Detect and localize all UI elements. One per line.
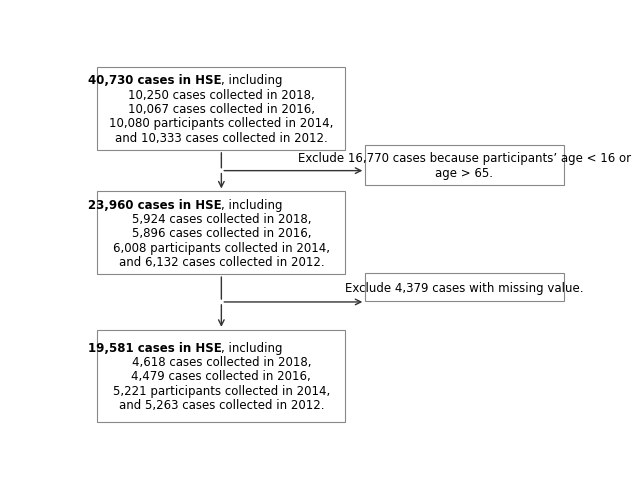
Text: 5,924 cases collected in 2018,: 5,924 cases collected in 2018, <box>132 212 311 225</box>
Text: 4,479 cases collected in 2016,: 4,479 cases collected in 2016, <box>131 369 311 383</box>
Text: , including: , including <box>221 341 283 354</box>
Text: Exclude 4,379 cases with missing value.: Exclude 4,379 cases with missing value. <box>345 281 584 294</box>
Bar <box>365 274 564 302</box>
Text: 5,896 cases collected in 2016,: 5,896 cases collected in 2016, <box>132 227 311 240</box>
Text: , including: , including <box>221 74 283 87</box>
Text: , including: , including <box>221 198 283 211</box>
Text: and 10,333 cases collected in 2012.: and 10,333 cases collected in 2012. <box>115 131 328 144</box>
Bar <box>97 330 346 422</box>
Text: Exclude 16,770 cases because participants’ age < 16 or: Exclude 16,770 cases because participant… <box>298 152 631 165</box>
Text: 6,008 participants collected in 2014,: 6,008 participants collected in 2014, <box>113 241 330 254</box>
Text: 40,730 cases in HSE: 40,730 cases in HSE <box>88 74 221 87</box>
Bar <box>365 146 564 185</box>
Text: 5,221 participants collected in 2014,: 5,221 participants collected in 2014, <box>113 384 330 397</box>
Text: 10,067 cases collected in 2016,: 10,067 cases collected in 2016, <box>128 103 315 116</box>
Text: 10,080 participants collected in 2014,: 10,080 participants collected in 2014, <box>109 117 333 130</box>
Text: 10,250 cases collected in 2018,: 10,250 cases collected in 2018, <box>128 88 315 102</box>
Bar <box>97 68 346 151</box>
Text: and 5,263 cases collected in 2012.: and 5,263 cases collected in 2012. <box>118 398 324 411</box>
Text: and 6,132 cases collected in 2012.: and 6,132 cases collected in 2012. <box>118 255 324 268</box>
Text: 4,618 cases collected in 2018,: 4,618 cases collected in 2018, <box>132 355 311 368</box>
Bar <box>97 192 346 275</box>
Text: age > 65.: age > 65. <box>435 166 493 179</box>
Text: 19,581 cases in HSE: 19,581 cases in HSE <box>88 341 221 354</box>
Text: 23,960 cases in HSE: 23,960 cases in HSE <box>88 198 221 211</box>
